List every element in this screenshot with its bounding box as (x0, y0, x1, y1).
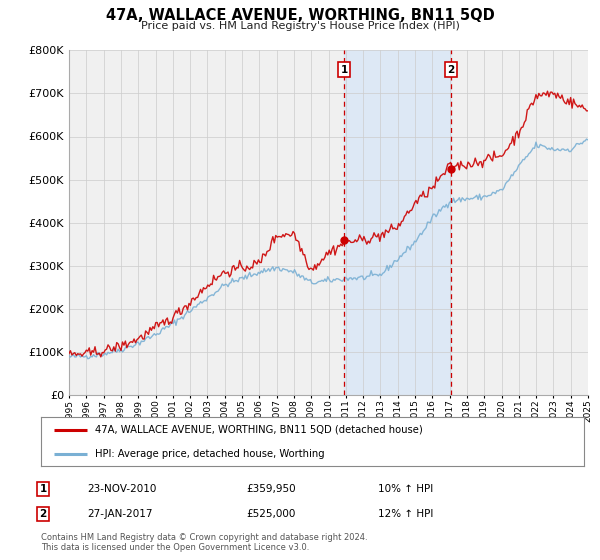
Text: 2: 2 (448, 65, 455, 75)
Text: £525,000: £525,000 (246, 509, 295, 519)
Text: £359,950: £359,950 (246, 484, 296, 494)
Text: 12% ↑ HPI: 12% ↑ HPI (378, 509, 433, 519)
Text: 23-NOV-2010: 23-NOV-2010 (87, 484, 157, 494)
Bar (344, 50, 451, 395)
Text: Contains HM Land Registry data © Crown copyright and database right 2024.: Contains HM Land Registry data © Crown c… (41, 533, 367, 542)
Text: Price paid vs. HM Land Registry's House Price Index (HPI): Price paid vs. HM Land Registry's House … (140, 21, 460, 31)
Text: This data is licensed under the Open Government Licence v3.0.: This data is licensed under the Open Gov… (41, 543, 309, 552)
Text: 10% ↑ HPI: 10% ↑ HPI (378, 484, 433, 494)
Text: 47A, WALLACE AVENUE, WORTHING, BN11 5QD (detached house): 47A, WALLACE AVENUE, WORTHING, BN11 5QD … (95, 425, 423, 435)
Text: 27-JAN-2017: 27-JAN-2017 (87, 509, 152, 519)
Text: 47A, WALLACE AVENUE, WORTHING, BN11 5QD: 47A, WALLACE AVENUE, WORTHING, BN11 5QD (106, 8, 494, 24)
Text: 2: 2 (40, 509, 47, 519)
Text: HPI: Average price, detached house, Worthing: HPI: Average price, detached house, Wort… (95, 449, 325, 459)
Text: 1: 1 (40, 484, 47, 494)
Text: 1: 1 (340, 65, 347, 75)
